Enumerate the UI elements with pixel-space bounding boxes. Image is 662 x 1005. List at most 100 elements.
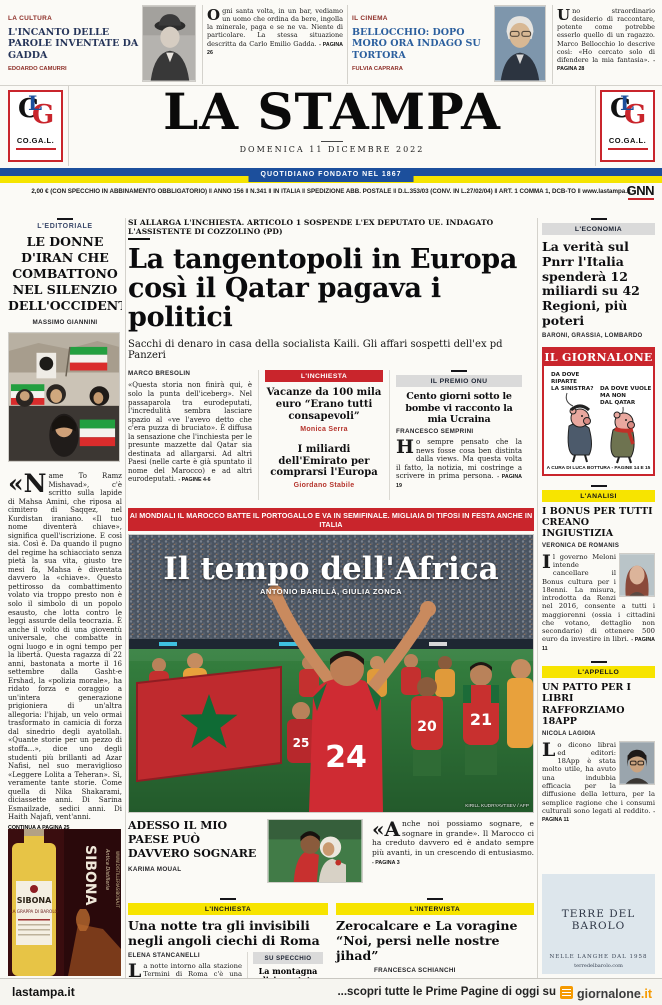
mid-row: MARCO BRESOLIN «Questa storia non finirà… <box>128 370 534 501</box>
premio-onu-box: IL PREMIO ONU Cento giorni sotto le bomb… <box>390 370 522 500</box>
article-analisi: L'ANALISI I BONUS PER TUTTI CREANO INGIU… <box>542 484 655 653</box>
zerocalcare-body: Il carcere «da abolire», la sinistra, le… <box>374 976 534 978</box>
svg-text:SIBONA: SIBONA <box>82 845 98 906</box>
cinema-headline: BELLOCCHIO: DOPO MORO ORA INDAGO SU TORT… <box>352 27 481 61</box>
roma-headline: Una notte tra gli invisibili negli angol… <box>128 918 320 949</box>
worldcup-subrow: ADESSO IL MIO PAESE PUÒ DAVVERO SOGNARE … <box>128 819 534 889</box>
editorial-column: L'EDITORIALE LE DONNE D'IRAN CHE COMBATT… <box>8 218 122 978</box>
specchio-promo: SU SPECCHIO La montagna disincantata BAR… <box>247 951 323 978</box>
pig-left <box>567 404 592 462</box>
right-column: L'ECONOMIA La verità sul Pnrr l'Italia s… <box>542 218 655 978</box>
roma-byline: ELENA STANCANELLI <box>128 951 200 959</box>
economia-byline: BARONI, GRASSIA, LOMBARDO <box>542 332 643 339</box>
player-right-edge <box>507 659 533 749</box>
divider <box>0 85 662 86</box>
footer-bar: lastampa.it ...scopri tutte le Prime Pag… <box>0 978 662 1005</box>
bottom-row: L'INCHIESTA Una notte tra gli invisibili… <box>128 898 534 978</box>
culture-headline: L'INCANTO DELLE PAROLE INVENTATE DA GADD… <box>8 27 139 61</box>
barolo-url: terredelbarolo.com <box>574 963 623 969</box>
svg-text:RIPARTE: RIPARTE <box>551 379 577 385</box>
inchiesta-headline-1: Vacanze da 100 mila euro “Erano tutti co… <box>266 387 382 423</box>
section-label-appello: L'APPELLO <box>542 666 655 679</box>
barolo-subtitle: NELLE LANGHE DAL 1958 <box>549 954 648 960</box>
zerocalcare-byline: FRANCESCA SCHIANCHI <box>374 966 456 974</box>
section-label-inchiesta: L'INCHIESTA <box>265 370 383 383</box>
newspaper-title: LA STAMPA <box>163 82 501 141</box>
giornalone-icon <box>559 985 573 999</box>
svg-text:24: 24 <box>325 740 367 775</box>
iran-flag-1 <box>65 346 108 377</box>
lastampa-link[interactable]: lastampa.it <box>12 985 75 999</box>
inchiesta-byline-1: Monica Serra <box>300 425 348 433</box>
specchio-headline: La montagna disincantata <box>258 965 318 978</box>
svg-text:21: 21 <box>470 710 492 729</box>
player-20: 20 <box>411 677 443 777</box>
bresolin-column: MARCO BRESOLIN «Questa storia non finirà… <box>128 370 259 501</box>
continua-ref: CONTINUA A PAGINA 25 <box>8 824 70 831</box>
bresolin-body: «Questa storia non finirà qui, è solo la… <box>128 381 252 484</box>
barolo-title: TERRE DEL BAROLO <box>561 908 636 932</box>
gnn-logo: GNN <box>626 183 655 200</box>
editorial-headline: LE DONNE D'IRAN CHE COMBATTONO NEL SILEN… <box>8 234 122 313</box>
worldcup-title: Il tempo dell'Africa <box>163 551 499 588</box>
worldcup-byline: ANTONIO BARILLÀ, GIULIA ZONCA <box>260 587 402 597</box>
founded-label: QUOTIDIANO FONDATO NEL 1867 <box>248 168 414 182</box>
deromanis-portrait <box>619 552 655 597</box>
barolo-ad: TERRE DEL BAROLO NELLE LANGHE DAL 1958 t… <box>542 874 655 974</box>
photo-credit: KIRILL KUDRYAVTSEV / AFP <box>465 804 529 810</box>
editorial-byline: MASSIMO GIANNINI <box>32 319 98 326</box>
svg-text:25: 25 <box>293 736 310 750</box>
player-24: 24 <box>267 585 436 813</box>
main-headline: La tangentopoli in Europa così il Qatar … <box>128 244 518 334</box>
analisi-headline: I BONUS PER TUTTI CREANO INGIUSTIZIA <box>542 505 653 540</box>
svg-text:Antica Distilleria: Antica Distilleria <box>104 848 110 890</box>
celebration-photo <box>267 819 367 889</box>
appello-byline: NICOLA LAGIOIA <box>542 730 596 737</box>
player-25: 25 <box>287 702 315 764</box>
worldcup-quote: «A nche noi possiamo sognare, e sognare i… <box>372 817 534 866</box>
cogal-name: CO.GA.L. <box>16 136 55 145</box>
article-zerocalcare: L'INTERVISTA Zerocalcare e La voragine “… <box>336 898 534 978</box>
price-line: 2,00 € (CON SPECCHIO IN ABBINAMENTO OBBL… <box>31 188 631 195</box>
divider <box>125 218 126 978</box>
onu-headline: Cento giorni sotto le bombe vi racconto … <box>405 391 513 425</box>
section-label-editoriale: L'EDITORIALE <box>37 223 93 230</box>
inchiesta-box: L'INCHIESTA Vacanze da 100 mila euro “Er… <box>259 370 390 501</box>
bellocchio-photo <box>494 5 546 82</box>
giornalone-title: IL GIORNALONE <box>544 348 653 366</box>
moual-column: ADESSO IL MIO PAESE PUÒ DAVVERO SOGNARE … <box>128 819 262 889</box>
top-strip: LA CULTURA L'INCANTO DELLE PAROLE INVENT… <box>8 5 655 84</box>
svg-text:DA DOVE VUOLE,: DA DOVE VUOLE, <box>600 386 651 392</box>
divider <box>537 218 538 978</box>
iran-protest-photo <box>8 332 120 462</box>
giornalone-box: IL GIORNALONE DA DOVE RIPARTE LA SINISTR… <box>542 346 655 476</box>
section-label-inchiesta-roma: L'INCHIESTA <box>128 903 328 916</box>
iran-flag-3 <box>79 419 116 447</box>
giornalone-link[interactable]: giornalone.it <box>576 986 652 1001</box>
main-subhead: Sacchi di denaro in casa della socialist… <box>128 339 503 362</box>
protest-sign <box>36 352 57 379</box>
giornalone-cartoon: DA DOVE RIPARTE LA SINISTRA? DA DOVE VUO… <box>551 372 651 463</box>
moual-headline: ADESSO IL MIO PAESE PUÒ DAVVERO SOGNARE <box>128 819 257 860</box>
svg-text:SIBONA: SIBONA <box>17 896 52 905</box>
player-21: 21 <box>463 662 499 776</box>
svg-text:LA GRAPPA DI BAROLO: LA GRAPPA DI BAROLO <box>10 909 58 914</box>
section-label-analisi: L'ANALISI <box>542 489 655 502</box>
onu-byline: FRANCESCO SEMPRINI <box>396 428 474 436</box>
worldcup-banner: AI MONDIALI IL MAROCCO BATTE IL PORTOGAL… <box>128 508 534 532</box>
giornalone-credit: A CURA DI LUCA BOTTURA - PAGINE 14 E 15 <box>546 465 651 471</box>
section-label-cinema: IL CINEMA <box>352 15 388 22</box>
zerocalcare-headline: Zerocalcare e La voragine “Noi, persi ne… <box>336 918 518 963</box>
moual-byline: KARIMA MOUAL <box>128 865 182 873</box>
article-appello: L'APPELLO UN PATTO PER I LIBRI RAFFORZIA… <box>542 661 655 823</box>
